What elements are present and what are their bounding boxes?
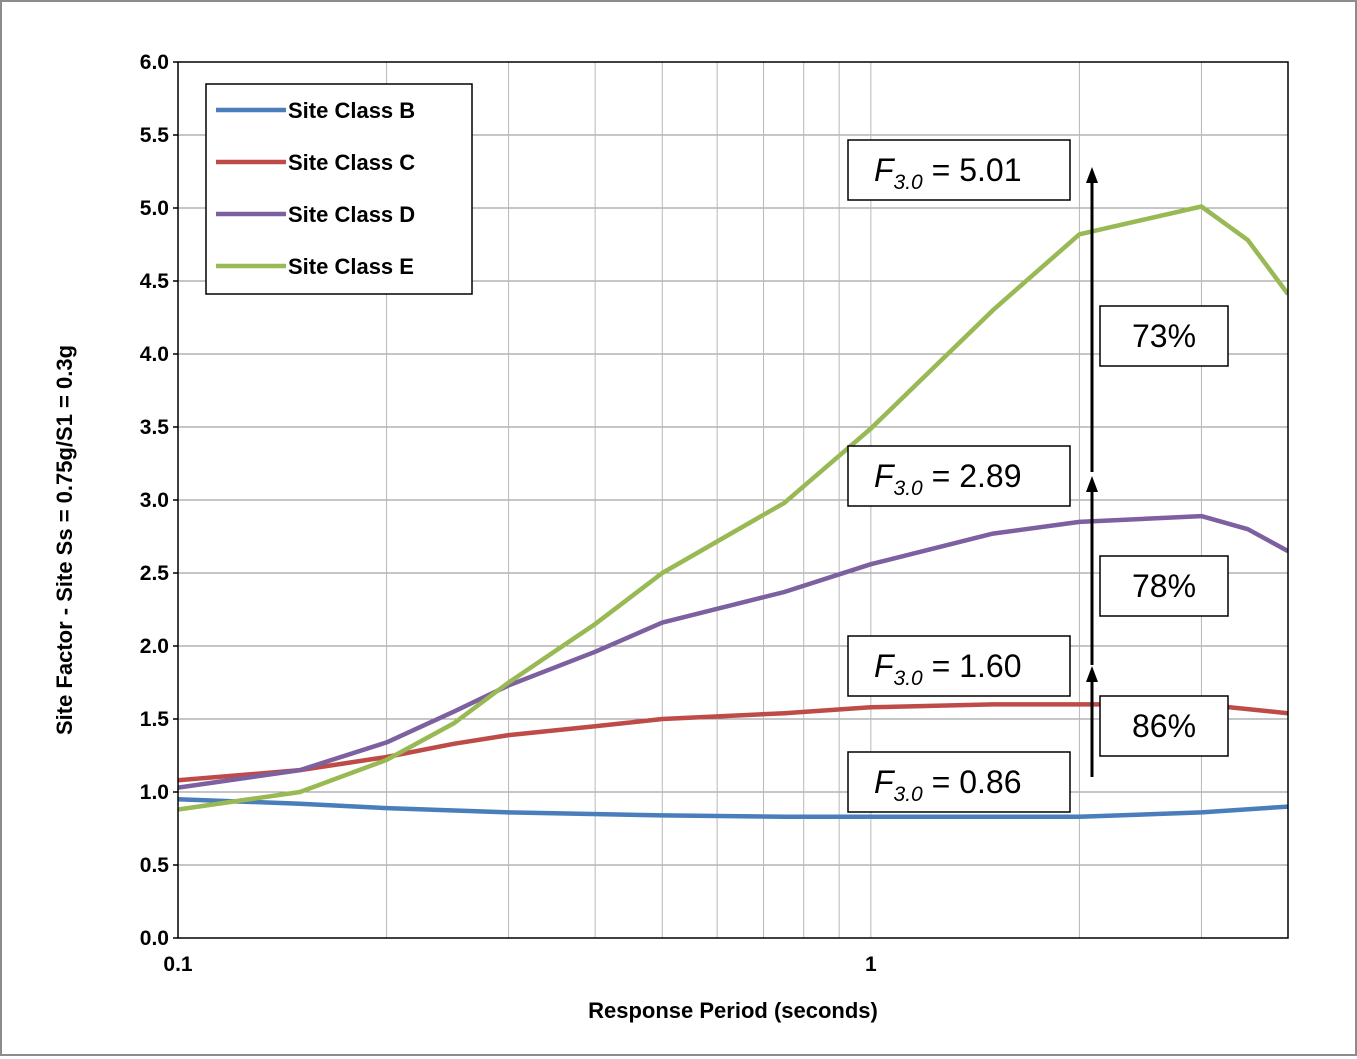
legend: Site Class B Site Class C Site Class D Site… <box>205 83 473 295</box>
f-annotation-box <box>847 139 1071 201</box>
f-annotation-text: F3.0 = 1.60 <box>874 648 1022 690</box>
series-line-3 <box>178 513 1288 790</box>
f-annotation-box <box>847 635 1071 697</box>
y-tick-label: 3.5 <box>140 416 170 439</box>
series-lines <box>178 204 1288 820</box>
series-line-2 <box>178 702 1288 783</box>
percent-label-1: 73% <box>1099 305 1229 367</box>
y-tick-label: 0.0 <box>140 927 169 950</box>
y-tick-label: 6.0 <box>140 51 169 74</box>
percent-label-3: 86% <box>1099 695 1229 757</box>
y-axis-title: Site Factor - Site Ss = 0.75g/S1 = 0.3g <box>52 345 77 735</box>
percent-box <box>1099 555 1229 617</box>
y-tick-label: 4.0 <box>140 343 169 366</box>
y-tick-label: 2.5 <box>140 562 170 585</box>
f-annotation-4: F3.0 = 0.86 <box>847 751 1071 813</box>
f-annotation-3: F3.0 = 1.60 <box>847 635 1071 697</box>
x-tick-label: 1 <box>865 953 877 976</box>
arrow-head-2 <box>1086 476 1098 492</box>
y-tick-label: 5.0 <box>140 197 169 220</box>
x-axis-title: Response Period (seconds) <box>588 998 878 1023</box>
y-tick-label: 4.5 <box>140 270 170 293</box>
percent-box <box>1099 695 1229 757</box>
legend-box <box>205 83 473 295</box>
series-line-4 <box>178 204 1288 812</box>
x-tick-label: 0.1 <box>163 953 193 976</box>
arrow-head-3 <box>1086 167 1098 183</box>
arrow-head-1 <box>1086 666 1098 682</box>
legend-label-1: Site Class B <box>288 98 415 123</box>
legend-label-4: Site Class E <box>288 254 414 279</box>
percent-text: 78% <box>1132 568 1196 604</box>
tick-labels: 0.0 0.5 1.0 1.5 2.0 2.5 3.0 3.5 4.0 4.5 5.0 5.5 6.0 0… <box>140 51 877 976</box>
y-tick-label: 3.0 <box>140 489 169 512</box>
f-annotation-box <box>847 445 1071 507</box>
percent-boxes: 73% 78% 86% <box>1099 305 1229 757</box>
y-tick-label: 5.5 <box>140 124 170 147</box>
f-annotation-text: F3.0 = 0.86 <box>874 764 1022 806</box>
annotation-arrows <box>1086 167 1098 777</box>
f-annotation-2: F3.0 = 2.89 <box>847 445 1071 507</box>
series-line-1 <box>178 797 1288 820</box>
percent-text: 73% <box>1132 318 1196 354</box>
percent-text: 86% <box>1132 708 1196 744</box>
f-annotation-box <box>847 751 1071 813</box>
legend-label-2: Site Class C <box>288 150 415 175</box>
y-tick-label: 1.0 <box>140 781 169 804</box>
y-tick-label: 1.5 <box>140 708 170 731</box>
f-annotation-1: F3.0 = 5.01 <box>847 139 1071 201</box>
annotation-boxes: F3.0 = 5.01 F3.0 = 2.89 F3.0 = 1.60 F3.0 = … <box>847 139 1071 813</box>
percent-box <box>1099 305 1229 367</box>
f-annotation-text: F3.0 = 5.01 <box>874 152 1022 194</box>
percent-label-2: 78% <box>1099 555 1229 617</box>
f-annotation-text: F3.0 = 2.89 <box>874 458 1022 500</box>
y-tick-label: 2.0 <box>140 635 169 658</box>
y-tick-label: 0.5 <box>140 854 170 877</box>
legend-label-3: Site Class D <box>288 202 415 227</box>
